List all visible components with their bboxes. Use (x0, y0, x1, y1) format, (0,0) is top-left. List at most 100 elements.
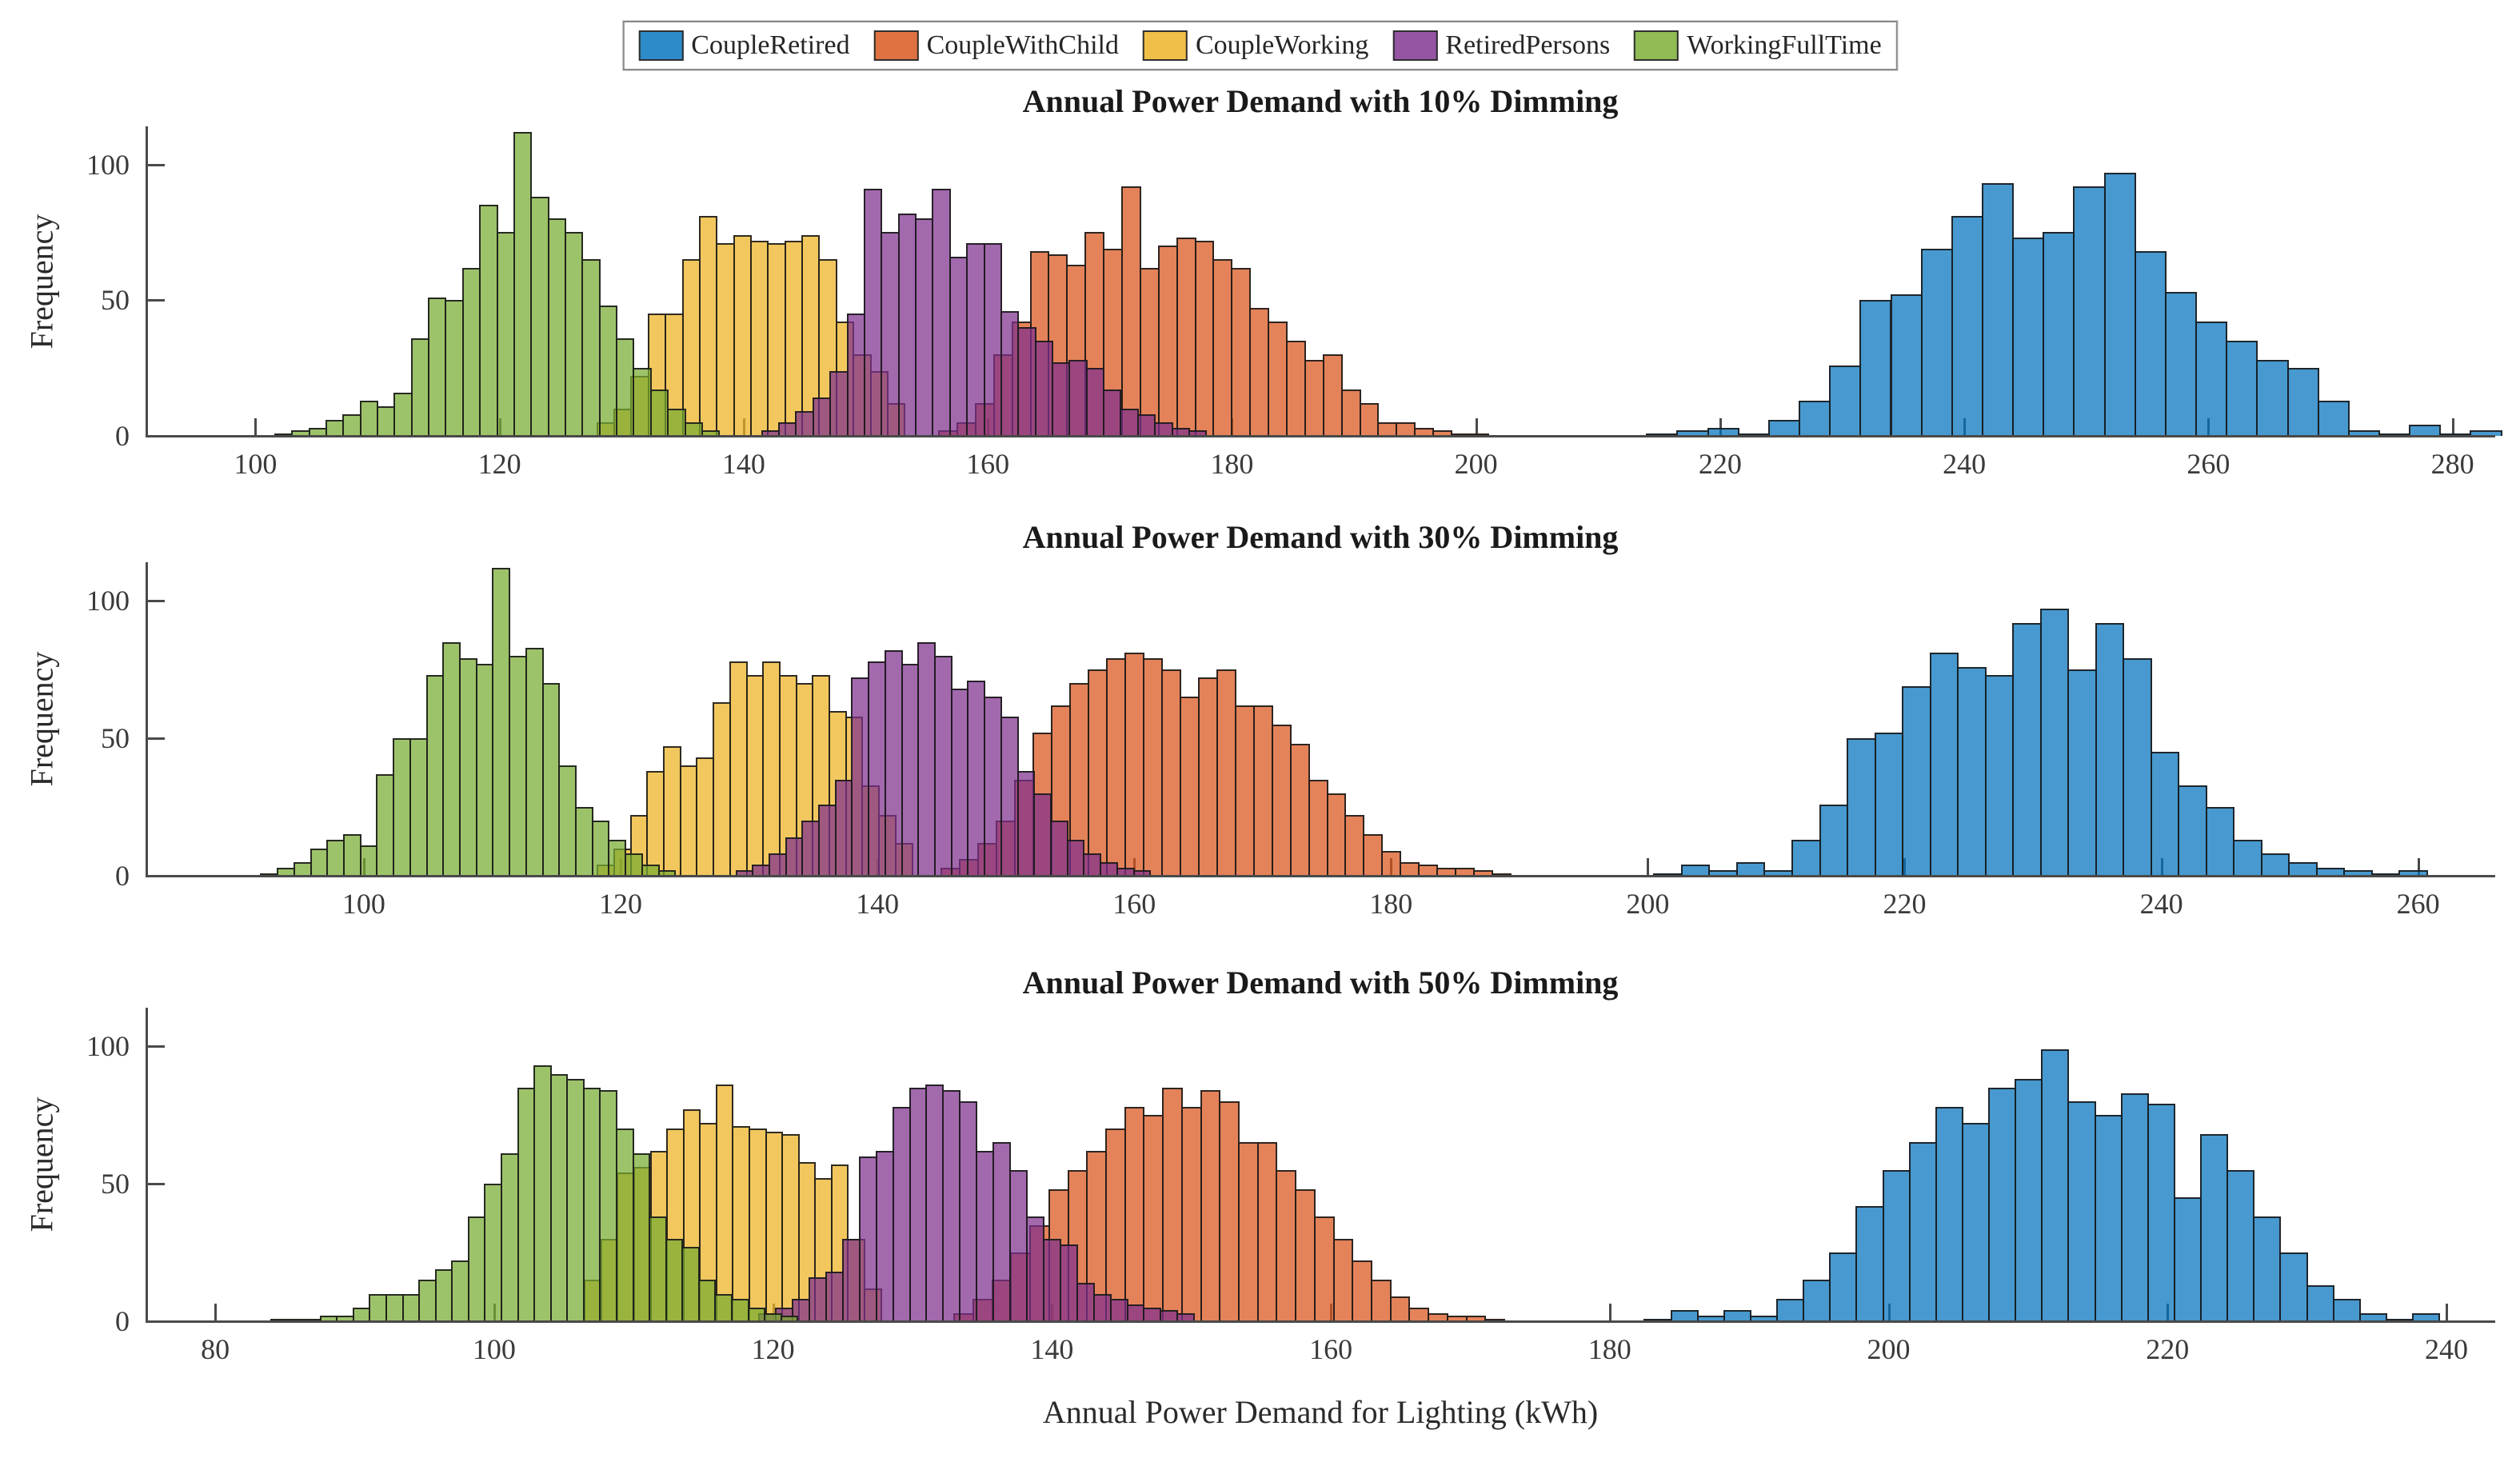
histogram-bar-couplewithchild (1176, 238, 1196, 436)
y-axis-label: Frequency (23, 1097, 60, 1232)
histogram-bar-coupleretired (1890, 294, 1923, 436)
histogram-bar-retiredpersons (932, 189, 951, 436)
histogram-bar-couplewithchild (1289, 744, 1310, 876)
histogram-bar-coupleretired (2123, 658, 2152, 876)
x-tick-label: 120 (477, 448, 521, 480)
histogram-bar-coupleretired (1908, 1142, 1937, 1321)
histogram-bar-workingfulltime (509, 656, 527, 876)
histogram-bar-retiredpersons (901, 664, 920, 876)
histogram-bar-coupleworking (765, 1132, 784, 1321)
histogram-bar-workingfulltime (393, 738, 411, 876)
histogram-bar-retiredpersons (1068, 360, 1088, 436)
histogram-bar-couplewithchild (1180, 1107, 1202, 1321)
histogram-bar-workingfulltime (410, 338, 430, 436)
histogram-bar-coupleretired (2103, 173, 2136, 436)
histogram-bar-retiredpersons (808, 1277, 827, 1321)
x-tick-label: 100 (234, 448, 278, 480)
histogram-bar-workingfulltime (425, 675, 445, 876)
x-tick-label: 160 (966, 448, 1010, 480)
histogram-bar-coupleretired (1855, 1206, 1884, 1321)
histogram-bar-coupleretired (2043, 232, 2075, 436)
histogram-bar-workingfulltime (558, 765, 577, 876)
histogram-bar-retiredpersons (950, 689, 969, 876)
histogram-bar-workingfulltime (326, 840, 345, 876)
histogram-bar-workingfulltime (649, 1216, 667, 1321)
histogram-bar-coupleretired (1799, 401, 1831, 436)
histogram-bar-workingfulltime (376, 774, 395, 876)
histogram-bar-coupleretired (2306, 1285, 2334, 1321)
histogram-bar-workingfulltime (492, 568, 511, 876)
histogram-bar-coupleretired (1961, 1123, 1991, 1321)
x-tick-label: 220 (2146, 1333, 2190, 1365)
histogram-bar-workingfulltime (352, 1308, 371, 1321)
histogram-bar-couplewithchild (1200, 1090, 1221, 1321)
histogram-bar-couplewithchild (1484, 1319, 1505, 1321)
histogram-bar-retiredpersons (1033, 793, 1052, 876)
histogram-bar-coupleretired (2288, 862, 2318, 876)
histogram-bar-workingfulltime (409, 738, 428, 876)
x-tick-label: 220 (1698, 448, 1742, 480)
histogram-bar-coupleretired (2067, 669, 2097, 876)
histogram-bar-coupleretired (1735, 862, 1766, 876)
histogram-bar-retiredpersons (1025, 1216, 1044, 1321)
y-tick (146, 299, 165, 302)
histogram-bar-workingfulltime (625, 853, 643, 876)
histogram-bar-coupleworking (767, 243, 786, 436)
histogram-bar-workingfulltime (533, 1065, 552, 1321)
histogram-bar-coupleretired (2150, 752, 2180, 876)
histogram-bar-coupleretired (1829, 1252, 1858, 1321)
histogram-bar-coupleretired (1776, 1299, 1805, 1321)
histogram-bar-couplewithchild (1157, 246, 1178, 436)
histogram-bar-retiredpersons (909, 1088, 928, 1321)
legend-swatch-retiredpersons (1392, 30, 1438, 61)
histogram-bar-coupleretired (2343, 870, 2373, 876)
histogram-bar-retiredpersons (934, 656, 952, 876)
histogram-bar-retiredpersons (768, 853, 787, 876)
histogram-bar-retiredpersons (851, 677, 870, 876)
histogram-bar-retiredpersons (795, 411, 814, 436)
histogram-bar-retiredpersons (825, 1272, 844, 1321)
histogram-bar-coupleworking (679, 765, 698, 876)
histogram-bar-coupleretired (1935, 1107, 1963, 1321)
legend-item: WorkingFullTime (1634, 30, 1882, 61)
x-tick-label: 200 (1626, 888, 1670, 920)
x-tick (2451, 418, 2454, 436)
histogram-bar-workingfulltime (459, 658, 477, 876)
x-tick-label: 140 (721, 448, 765, 480)
histogram-bar-retiredpersons (1132, 870, 1152, 876)
histogram-bar-coupleretired (2398, 870, 2428, 876)
histogram-bar-coupleretired (2286, 368, 2319, 436)
histogram-bar-couplewithchild (1234, 705, 1255, 876)
histogram-bar-coupleretired (2332, 1299, 2361, 1321)
histogram-bar-coupleretired (2226, 341, 2258, 436)
histogram-bar-coupleretired (2178, 785, 2207, 876)
histogram-bar-coupleretired (2200, 1134, 2229, 1321)
histogram-bar-workingfulltime (475, 664, 494, 876)
histogram-bar-couplewithchild (1194, 241, 1215, 436)
histogram-bar-couplewithchild (1088, 669, 1108, 876)
histogram-bar-workingfulltime (385, 1294, 404, 1321)
histogram-bar-couplewithchild (1344, 815, 1365, 876)
y-tick-label: 0 (115, 860, 130, 892)
histogram-bar-workingfulltime (747, 1308, 766, 1321)
subplot-title: Annual Power Demand with 10% Dimming (1022, 83, 1619, 119)
plot-area (146, 126, 2502, 437)
plot-area (146, 562, 2495, 877)
histogram-bar-workingfulltime (731, 1299, 749, 1321)
histogram-bar-workingfulltime (451, 1260, 469, 1321)
y-tick (146, 1183, 165, 1186)
histogram-bar-couplewithchild (1468, 433, 1489, 436)
histogram-bar-couplewithchild (1143, 1115, 1164, 1321)
legend: CoupleRetired CoupleWithChild CoupleWorkin… (622, 21, 1898, 70)
histogram-bar-coupleworking (698, 216, 718, 436)
legend-label: WorkingFullTime (1687, 30, 1882, 60)
histogram-bar-workingfulltime (461, 268, 481, 436)
histogram-bar-retiredpersons (959, 1101, 978, 1321)
histogram-bar-workingfulltime (714, 1294, 733, 1321)
histogram-bar-workingfulltime (418, 1280, 437, 1321)
histogram-bar-retiredpersons (892, 1107, 911, 1321)
histogram-bar-retiredpersons (1034, 341, 1053, 436)
x-tick-label: 160 (1309, 1333, 1353, 1365)
histogram-bar-couplewithchild (1313, 1216, 1335, 1321)
histogram-bar-couplewithchild (1304, 360, 1324, 436)
